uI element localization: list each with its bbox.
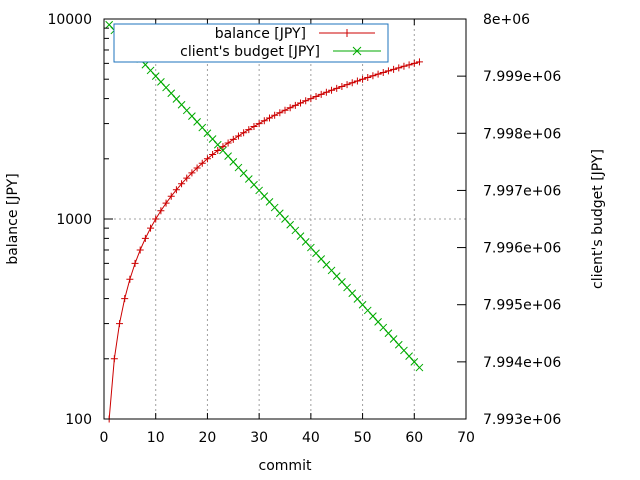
data-point [141, 234, 149, 242]
x-tick-label: 0 [100, 430, 109, 446]
data-point [328, 86, 336, 94]
x-tick-label: 60 [405, 430, 423, 446]
legend-label-budget: client's budget [JPY] [180, 44, 320, 60]
y-tick-label: 100 [65, 412, 92, 428]
data-point [307, 95, 315, 103]
data-point [384, 67, 392, 75]
y2-tick-label: 7.993e+06 [483, 412, 561, 428]
data-point [152, 215, 160, 223]
y2-tick-label: 7.994e+06 [483, 355, 561, 371]
x-tick-label: 20 [199, 430, 217, 446]
data-point [410, 59, 418, 67]
data-point [281, 106, 289, 114]
data-point [209, 151, 217, 159]
x-tick-label: 30 [250, 430, 268, 446]
y-tick-label: 1000 [56, 212, 92, 228]
data-point [395, 64, 403, 72]
data-point [157, 207, 165, 215]
data-point [379, 69, 387, 77]
data-point [359, 75, 367, 83]
x-tick-label: 50 [354, 430, 372, 446]
data-point [240, 129, 248, 137]
data-point [188, 169, 196, 177]
data-point [121, 295, 129, 303]
data-point [343, 81, 351, 89]
data-point [415, 363, 424, 372]
data-point [198, 159, 206, 167]
series-0 [105, 58, 423, 423]
data-point [276, 109, 284, 117]
y2-tick-label: 7.998e+06 [483, 126, 561, 142]
data-point [234, 132, 242, 140]
data-point [390, 65, 398, 73]
data-point [229, 135, 237, 143]
data-point [131, 259, 139, 267]
data-point [178, 180, 186, 188]
y2-tick-label: 8e+06 [483, 12, 530, 28]
data-point [147, 224, 155, 232]
y-tick-label: 10000 [47, 12, 92, 28]
data-point [214, 147, 222, 155]
legend-box [113, 23, 389, 63]
data-point [369, 72, 377, 80]
data-point [250, 123, 258, 131]
tick-labels: 0 10 20 30 40 50 60 70 100 1000 10000 7.993e+06 7.99… [47, 12, 561, 446]
data-point [333, 84, 341, 92]
data-point [400, 62, 408, 70]
y-axis-title: balance [JPY] [5, 173, 21, 264]
data-point [265, 114, 273, 122]
x-tick-label: 10 [147, 430, 165, 446]
y2-tick-label: 7.999e+06 [483, 69, 561, 85]
data-point [364, 73, 372, 81]
data-point [353, 77, 361, 85]
data-point [219, 143, 227, 151]
data-point [172, 186, 180, 194]
data-point [136, 246, 144, 254]
data-point [415, 58, 423, 66]
data-point [167, 192, 175, 200]
ticks [103, 18, 467, 420]
data-point [338, 82, 346, 90]
legend-marker-budget [352, 46, 362, 56]
y2-tick-label: 7.995e+06 [483, 298, 561, 314]
data-point [297, 99, 305, 107]
data-point [245, 126, 253, 134]
data-point [126, 275, 134, 283]
data-point [255, 120, 263, 128]
x-axis-title: commit [259, 458, 312, 474]
data-point [374, 70, 382, 78]
data-point [348, 79, 356, 87]
data-point [110, 355, 118, 363]
series-layer [105, 20, 424, 423]
y2-tick-label: 7.996e+06 [483, 241, 561, 257]
data-point [162, 199, 170, 207]
y2-axis-title: client's budget [JPY] [590, 149, 606, 289]
data-point [302, 97, 310, 105]
data-point [322, 88, 330, 96]
y2-tick-label: 7.997e+06 [483, 183, 561, 199]
legend: balance [JPY] client's budget [JPY] [113, 23, 389, 63]
data-point [291, 101, 299, 109]
x-tick-label: 70 [457, 430, 475, 446]
x-tick-label: 40 [302, 430, 320, 446]
data-point [317, 90, 325, 98]
legend-label-balance: balance [JPY] [215, 26, 306, 42]
data-point [260, 117, 268, 125]
data-point [116, 320, 124, 328]
data-point [271, 111, 279, 119]
data-point [183, 174, 191, 182]
data-point [286, 104, 294, 112]
data-point [203, 155, 211, 163]
data-point [405, 61, 413, 69]
legend-marker-balance [343, 29, 351, 37]
data-point [224, 139, 232, 147]
data-point [312, 92, 320, 100]
data-point [193, 164, 201, 172]
